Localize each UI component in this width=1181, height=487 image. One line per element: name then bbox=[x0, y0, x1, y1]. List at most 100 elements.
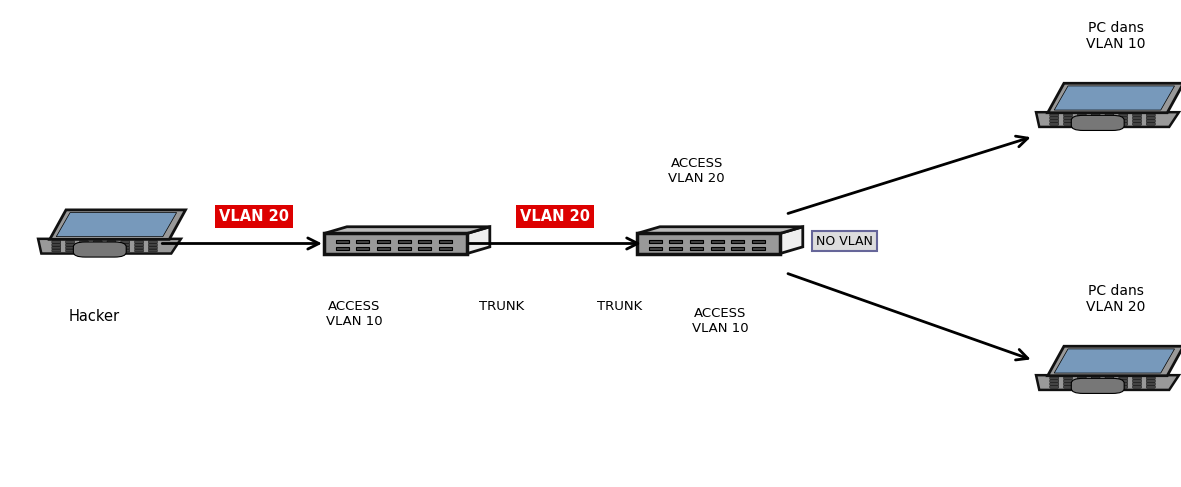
FancyBboxPatch shape bbox=[1064, 386, 1072, 388]
FancyBboxPatch shape bbox=[66, 241, 74, 243]
FancyBboxPatch shape bbox=[670, 240, 683, 243]
FancyBboxPatch shape bbox=[79, 244, 89, 246]
FancyBboxPatch shape bbox=[1147, 117, 1155, 119]
Polygon shape bbox=[1036, 112, 1179, 127]
FancyBboxPatch shape bbox=[1050, 386, 1058, 388]
FancyBboxPatch shape bbox=[670, 247, 683, 250]
FancyBboxPatch shape bbox=[66, 249, 74, 252]
FancyBboxPatch shape bbox=[648, 240, 661, 243]
FancyBboxPatch shape bbox=[135, 244, 144, 246]
FancyBboxPatch shape bbox=[93, 241, 102, 243]
FancyBboxPatch shape bbox=[398, 240, 411, 243]
FancyBboxPatch shape bbox=[1091, 114, 1100, 116]
FancyBboxPatch shape bbox=[73, 242, 126, 257]
FancyBboxPatch shape bbox=[1091, 377, 1100, 379]
FancyBboxPatch shape bbox=[751, 240, 764, 243]
FancyBboxPatch shape bbox=[149, 249, 157, 252]
FancyBboxPatch shape bbox=[1064, 117, 1072, 119]
FancyBboxPatch shape bbox=[52, 244, 60, 246]
FancyBboxPatch shape bbox=[1050, 120, 1058, 122]
FancyBboxPatch shape bbox=[1133, 377, 1142, 379]
FancyBboxPatch shape bbox=[1064, 377, 1072, 379]
Text: ACCESS
VLAN 20: ACCESS VLAN 20 bbox=[668, 157, 725, 185]
FancyBboxPatch shape bbox=[135, 246, 144, 249]
FancyBboxPatch shape bbox=[1118, 123, 1128, 125]
FancyBboxPatch shape bbox=[324, 233, 468, 254]
FancyBboxPatch shape bbox=[52, 249, 60, 252]
FancyBboxPatch shape bbox=[52, 246, 60, 249]
Polygon shape bbox=[50, 210, 185, 239]
FancyBboxPatch shape bbox=[107, 241, 116, 243]
FancyBboxPatch shape bbox=[1133, 383, 1142, 385]
FancyBboxPatch shape bbox=[1071, 378, 1124, 393]
FancyBboxPatch shape bbox=[1091, 117, 1100, 119]
FancyBboxPatch shape bbox=[648, 247, 661, 250]
FancyBboxPatch shape bbox=[1064, 383, 1072, 385]
FancyBboxPatch shape bbox=[1050, 114, 1058, 116]
FancyBboxPatch shape bbox=[1133, 386, 1142, 388]
FancyBboxPatch shape bbox=[711, 240, 724, 243]
FancyBboxPatch shape bbox=[1118, 383, 1128, 385]
Text: NO VLAN: NO VLAN bbox=[816, 235, 873, 247]
Text: Hacker: Hacker bbox=[68, 309, 120, 324]
FancyBboxPatch shape bbox=[731, 240, 744, 243]
Polygon shape bbox=[1048, 346, 1181, 375]
FancyBboxPatch shape bbox=[1105, 117, 1114, 119]
FancyBboxPatch shape bbox=[438, 240, 451, 243]
FancyBboxPatch shape bbox=[1077, 380, 1087, 382]
Text: ACCESS
VLAN 10: ACCESS VLAN 10 bbox=[692, 307, 749, 335]
Polygon shape bbox=[38, 239, 181, 254]
Text: TRUNK: TRUNK bbox=[479, 300, 524, 313]
FancyBboxPatch shape bbox=[93, 249, 102, 252]
FancyBboxPatch shape bbox=[1105, 123, 1114, 125]
FancyBboxPatch shape bbox=[120, 241, 130, 243]
FancyBboxPatch shape bbox=[1064, 114, 1072, 116]
Polygon shape bbox=[1036, 375, 1179, 390]
FancyBboxPatch shape bbox=[1050, 117, 1058, 119]
FancyBboxPatch shape bbox=[690, 247, 703, 250]
Polygon shape bbox=[324, 227, 490, 233]
FancyBboxPatch shape bbox=[1077, 123, 1087, 125]
FancyBboxPatch shape bbox=[1118, 114, 1128, 116]
FancyBboxPatch shape bbox=[335, 247, 348, 250]
FancyBboxPatch shape bbox=[120, 246, 130, 249]
FancyBboxPatch shape bbox=[1091, 386, 1100, 388]
Polygon shape bbox=[1055, 86, 1175, 110]
FancyBboxPatch shape bbox=[1118, 120, 1128, 122]
FancyBboxPatch shape bbox=[120, 244, 130, 246]
FancyBboxPatch shape bbox=[135, 249, 144, 252]
FancyBboxPatch shape bbox=[1071, 115, 1124, 131]
FancyBboxPatch shape bbox=[1077, 120, 1087, 122]
Text: PC dans
VLAN 10: PC dans VLAN 10 bbox=[1087, 21, 1146, 51]
FancyBboxPatch shape bbox=[1064, 120, 1072, 122]
FancyBboxPatch shape bbox=[1147, 380, 1155, 382]
FancyBboxPatch shape bbox=[107, 246, 116, 249]
FancyBboxPatch shape bbox=[1105, 120, 1114, 122]
FancyBboxPatch shape bbox=[690, 240, 703, 243]
FancyBboxPatch shape bbox=[1091, 380, 1100, 382]
Polygon shape bbox=[1048, 83, 1181, 112]
FancyBboxPatch shape bbox=[1050, 383, 1058, 385]
FancyBboxPatch shape bbox=[1050, 123, 1058, 125]
Polygon shape bbox=[1055, 349, 1175, 373]
FancyBboxPatch shape bbox=[79, 249, 89, 252]
Polygon shape bbox=[638, 227, 803, 233]
FancyBboxPatch shape bbox=[1147, 120, 1155, 122]
FancyBboxPatch shape bbox=[149, 244, 157, 246]
FancyBboxPatch shape bbox=[1105, 383, 1114, 385]
FancyBboxPatch shape bbox=[135, 241, 144, 243]
FancyBboxPatch shape bbox=[120, 249, 130, 252]
FancyBboxPatch shape bbox=[1147, 386, 1155, 388]
FancyBboxPatch shape bbox=[1147, 383, 1155, 385]
Text: TRUNK: TRUNK bbox=[598, 300, 642, 313]
FancyBboxPatch shape bbox=[1064, 123, 1072, 125]
Text: VLAN 20: VLAN 20 bbox=[520, 209, 590, 224]
FancyBboxPatch shape bbox=[1133, 123, 1142, 125]
FancyBboxPatch shape bbox=[1105, 114, 1114, 116]
FancyBboxPatch shape bbox=[1077, 117, 1087, 119]
FancyBboxPatch shape bbox=[1105, 380, 1114, 382]
FancyBboxPatch shape bbox=[1050, 377, 1058, 379]
FancyBboxPatch shape bbox=[1133, 120, 1142, 122]
FancyBboxPatch shape bbox=[1050, 380, 1058, 382]
FancyBboxPatch shape bbox=[1147, 114, 1155, 116]
